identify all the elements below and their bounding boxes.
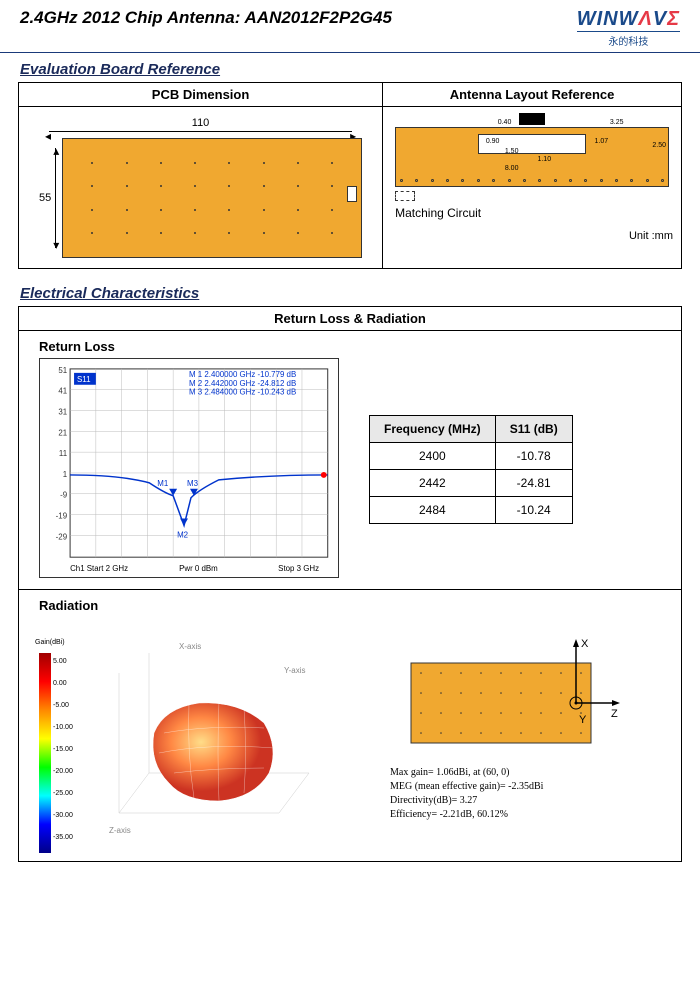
svg-text:Z-axis: Z-axis	[109, 826, 131, 835]
radiation-stats: Max gain= 1.06dBi, at (60, 0) MEG (mean …	[360, 766, 661, 822]
layout-ref-header: Antenna Layout Reference	[383, 83, 681, 107]
logo: WINWΛVΣ 永的科技	[577, 8, 680, 48]
chip-icon	[519, 113, 545, 125]
unit-label: Unit :mm	[383, 228, 681, 244]
pcb-height-dim: 55	[39, 192, 51, 204]
layout-diagram: 0.40 3.25 0.90 1.50 1.07 2.50 1.10 8.00 …	[383, 107, 681, 228]
svg-text:Y-axis: Y-axis	[284, 666, 306, 675]
page-title: 2.4GHz 2012 Chip Antenna: AAN2012F2P2G45	[20, 8, 392, 28]
rlr-header: Return Loss & Radiation	[19, 307, 681, 331]
logo-text: WINWΛVΣ	[577, 8, 680, 31]
eval-board-box: PCB Dimension 110 ◂ ▸ 55 ▴ ▾	[18, 82, 682, 269]
freq-header: Frequency (MHz)	[370, 416, 496, 443]
svg-text:M3: M3	[187, 479, 199, 488]
svg-text:51: 51	[58, 366, 67, 375]
s11-table: Frequency (MHz) S11 (dB) 2400-10.78 2442…	[369, 415, 573, 524]
svg-text:Z: Z	[611, 708, 618, 720]
logo-subtitle: 永的科技	[577, 31, 680, 48]
pcb-dim-header: PCB Dimension	[19, 83, 382, 107]
svg-text:Stop 3 GHz: Stop 3 GHz	[278, 564, 319, 573]
table-row: 2442-24.81	[370, 470, 573, 497]
elec-box: Return Loss & Radiation Return Loss	[18, 306, 682, 862]
page-header: 2.4GHz 2012 Chip Antenna: AAN2012F2P2G45…	[0, 0, 700, 53]
dashed-legend-icon	[395, 191, 415, 201]
svg-text:-9: -9	[60, 491, 68, 500]
colorbar	[39, 653, 51, 853]
svg-text:X: X	[581, 638, 589, 650]
svg-text:S11: S11	[77, 375, 91, 384]
svg-text:-19: -19	[56, 512, 68, 521]
svg-text:31: 31	[58, 407, 67, 416]
radiation-3d: Gain(dBi) 5.000.00-5.00-10.00-15.00-20.0…	[39, 633, 340, 853]
colorbar-labels: 5.000.00-5.00-10.00-15.00-20.00-25.00-30…	[53, 651, 73, 849]
svg-text:M 3 2.484000 GHz -10.243 dB: M 3 2.484000 GHz -10.243 dB	[189, 388, 296, 397]
section-elec-title: Electrical Characteristics	[0, 277, 700, 306]
svg-text:21: 21	[58, 428, 67, 437]
return-loss-chart: S11 M 1 2.400000 GHz -10.779 dB M 2 2.44…	[39, 358, 349, 581]
return-loss-title: Return Loss	[39, 339, 661, 354]
svg-text:X-axis: X-axis	[179, 642, 201, 651]
svg-text:M1: M1	[157, 479, 169, 488]
radiation-title: Radiation	[39, 598, 661, 613]
table-row: 2484-10.24	[370, 497, 573, 524]
table-row: 2400-10.78	[370, 443, 573, 470]
svg-text:1: 1	[63, 470, 68, 479]
svg-text:Pwr 0 dBm: Pwr 0 dBm	[179, 564, 218, 573]
svg-text:Ch1 Start 2 GHz: Ch1 Start 2 GHz	[70, 564, 128, 573]
svg-text:41: 41	[58, 387, 67, 396]
svg-text:11: 11	[59, 449, 68, 458]
pcb-diagram: 110 ◂ ▸ 55 ▴ ▾	[19, 107, 382, 268]
pcb-rect	[62, 138, 362, 258]
pcb-width-dim: 110	[39, 117, 362, 129]
matching-label: Matching Circuit	[389, 204, 675, 222]
coord-diagram: X Z Y	[401, 633, 621, 763]
svg-text:-29: -29	[56, 532, 68, 541]
table-header-row: Frequency (MHz) S11 (dB)	[370, 416, 573, 443]
section-eval-title: Evaluation Board Reference	[0, 53, 700, 82]
svg-text:Y: Y	[579, 714, 587, 726]
svg-text:M 2 2.442000 GHz -24.812 dB: M 2 2.442000 GHz -24.812 dB	[189, 379, 296, 388]
s11-header: S11 (dB)	[495, 416, 572, 443]
svg-text:M2: M2	[177, 530, 188, 539]
svg-text:M 1 2.400000 GHz -10.779 dB: M 1 2.400000 GHz -10.779 dB	[189, 370, 296, 379]
